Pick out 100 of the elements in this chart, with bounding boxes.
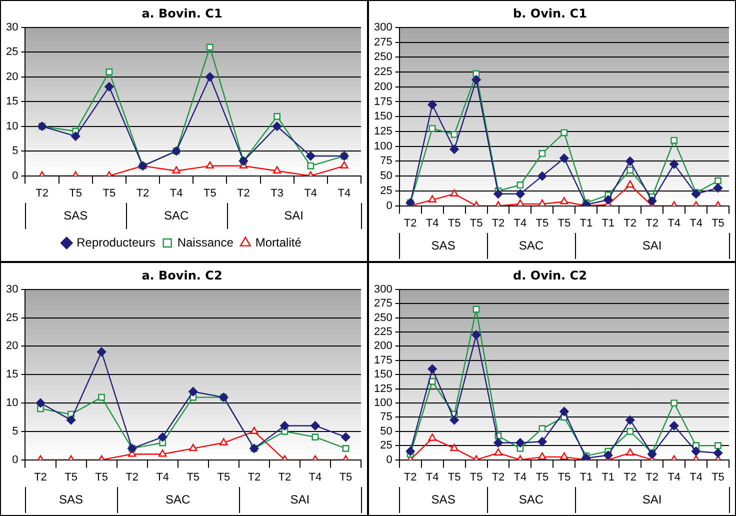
x-tick-label: T5 [712,217,724,230]
y-tick-label: 100 [374,397,392,410]
x-tick-label: T5 [536,471,549,484]
y-tick-label: 15 [6,368,18,381]
y-tick-label: 5 [12,145,18,158]
y-tick-label: 150 [374,110,392,123]
y-tick-label: 25 [6,312,18,324]
legend-label: Naissance [177,235,234,250]
x-tick-label: T5 [64,471,78,484]
x-tick-label: T2 [646,217,659,230]
y-tick-label: 275 [374,36,392,48]
x-tick-label: T5 [217,471,230,484]
y-tick-label: 225 [374,326,392,338]
x-tick-label: T5 [339,471,352,484]
y-tick-label: 300 [374,283,392,296]
x-tick-label: T3 [270,187,284,200]
text: SAS [431,238,456,252]
text: SAC [166,492,191,506]
y-tick-label: 125 [374,382,392,395]
y-tick-label: 200 [374,340,392,352]
x-tick-label: T4 [690,217,702,230]
x-tick-label: T5 [470,217,483,230]
y-tick-label: 20 [6,340,18,352]
y-tick-label: 30 [6,283,18,296]
text: SAI [284,208,304,222]
x-tick-label: T2 [404,471,417,484]
x-tick-label: T4 [308,471,322,484]
y-tick-label: 15 [6,96,18,108]
x-tick-label: T2 [646,471,659,484]
y-tick-label: 250 [374,312,392,324]
y-tick-label: 0 [386,454,392,466]
chart-title: b. Ovin. C1 [513,6,587,20]
chart-title: a. Bovin. C2 [142,268,222,282]
y-tick-label: 75 [380,155,392,168]
text: SAC [518,492,544,506]
x-tick-label: T2 [126,471,138,484]
y-tick-label: 0 [12,170,18,182]
y-tick-label: 30 [6,21,18,34]
text: SAS [431,492,456,506]
x-tick-label: T4 [156,471,170,484]
x-tick-label: T5 [69,187,82,200]
x-tick-label: T1 [602,217,615,230]
x-tick-label: T2 [248,471,261,484]
y-tick-label: 25 [380,184,392,197]
text: SAS [64,208,88,222]
y-tick-label: 50 [380,425,392,438]
y-tick-label: 20 [6,70,18,83]
y-tick-label: 5 [12,425,18,438]
x-tick-label: T4 [338,187,351,200]
x-tick-label: T2 [34,471,47,484]
x-tick-label: T5 [186,471,200,484]
legend-label: Mortalité [255,235,302,250]
x-tick-label: T4 [668,217,680,230]
x-tick-label: T2 [237,187,250,200]
y-tick-label: 50 [380,170,392,182]
legend-label: Reproducteurs [76,235,156,250]
x-tick-label: T2 [492,471,505,484]
y-tick-label: 275 [374,298,392,310]
x-tick-label: T5 [558,471,571,484]
x-tick-label: T2 [136,187,150,200]
x-tick-label: T2 [624,471,637,484]
y-tick-label: 225 [374,66,392,78]
x-tick-label: T2 [278,471,292,484]
x-tick-label: T1 [580,471,593,484]
text: SAI [642,492,662,506]
text: SAS [59,492,84,506]
x-tick-label: T4 [514,217,527,230]
x-tick-label: T2 [624,217,637,230]
x-tick-label: T1 [580,217,593,230]
text: SAC [518,238,544,252]
x-tick-label: T2 [36,187,48,200]
x-tick-label: T4 [668,471,680,484]
y-tick-label: 175 [374,354,392,366]
x-tick-label: T5 [203,187,216,200]
y-tick-label: 300 [374,21,392,34]
text: SAI [290,492,310,506]
x-tick-label: T5 [536,217,549,230]
y-tick-label: 175 [374,96,392,108]
text: SAI [642,238,662,252]
y-tick-label: 25 [6,46,18,58]
x-tick-label: T5 [95,471,108,484]
y-tick-label: 25 [380,440,392,452]
text: SAC [164,208,189,222]
x-tick-label: T2 [404,217,417,230]
x-tick-label: T5 [470,471,483,484]
y-tick-label: 100 [374,140,392,152]
chart-title: a. Bovin. C1 [142,6,222,20]
x-tick-label: T4 [514,471,527,484]
x-tick-label: T5 [102,187,116,200]
chart-title: d. Ovin. C2 [513,268,587,282]
y-tick-label: 10 [6,397,18,410]
x-tick-label: T5 [712,471,724,484]
y-tick-label: 150 [374,368,392,381]
x-tick-label: T1 [602,471,615,484]
y-tick-label: 250 [374,51,392,64]
x-tick-label: T5 [448,217,461,230]
x-tick-label: T4 [690,471,702,484]
x-tick-label: T2 [492,217,505,230]
x-tick-label: T5 [448,471,461,484]
y-tick-label: 200 [374,80,392,93]
